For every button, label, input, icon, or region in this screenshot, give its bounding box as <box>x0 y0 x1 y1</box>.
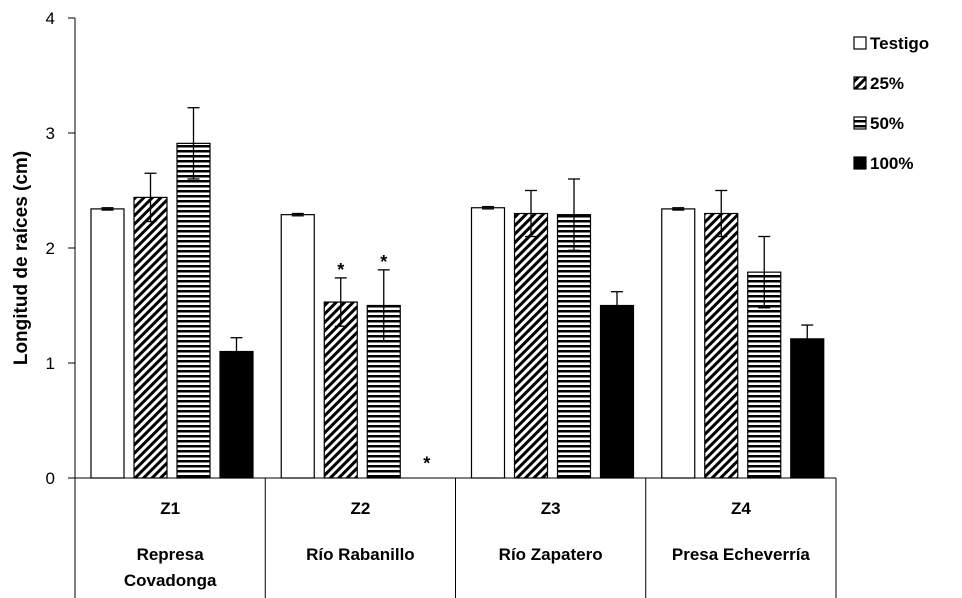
significance-marker: * <box>337 260 344 280</box>
significance-marker: * <box>380 252 387 272</box>
y-tick-label: 3 <box>46 124 55 143</box>
legend-label: 25% <box>870 74 904 93</box>
category-name: Río Zapatero <box>499 545 603 564</box>
category-code: Z1 <box>160 499 180 518</box>
bar <box>704 212 739 479</box>
category-name: Presa Echeverría <box>672 545 811 564</box>
bar <box>661 208 696 479</box>
legend: Testigo 25% 50% 100% <box>853 34 929 173</box>
legend-label: 100% <box>870 154 913 173</box>
bar <box>470 207 506 479</box>
bar <box>323 301 358 479</box>
y-axis-title: Longitud de raíces (cm) <box>11 151 32 365</box>
bar <box>513 212 549 479</box>
legend-label: 50% <box>870 114 904 133</box>
category-name: Covadonga <box>124 571 217 590</box>
category-code: Z3 <box>541 499 561 518</box>
legend-swatch <box>853 36 867 50</box>
bar <box>219 350 254 479</box>
category-code: Z2 <box>350 499 370 518</box>
bar <box>133 196 168 479</box>
bar <box>280 214 315 479</box>
legend-swatch <box>853 76 867 90</box>
y-tick-label: 4 <box>46 9 55 28</box>
bar-group: * * * <box>90 107 825 479</box>
bar <box>90 208 125 479</box>
significance-marker: * <box>423 453 430 473</box>
y-axis: 0 1 2 3 4 <box>46 9 76 488</box>
bar <box>176 142 211 479</box>
category-code: Z4 <box>731 499 751 518</box>
y-tick-label: 0 <box>46 469 55 488</box>
category-name: Río Rabanillo <box>306 545 415 564</box>
category-name: Represa <box>137 545 205 564</box>
legend-swatch <box>853 116 867 130</box>
y-tick-label: 2 <box>46 239 55 258</box>
bar <box>790 338 825 479</box>
bar <box>556 214 592 479</box>
legend-label: Testigo <box>870 34 929 53</box>
y-tick-label: 1 <box>46 354 55 373</box>
legend-swatch <box>853 156 867 170</box>
bar <box>599 304 635 479</box>
category-axis: Z1 Represa Covadonga Z2 Río Rabanillo Z3 Río Z… <box>74 477 837 598</box>
